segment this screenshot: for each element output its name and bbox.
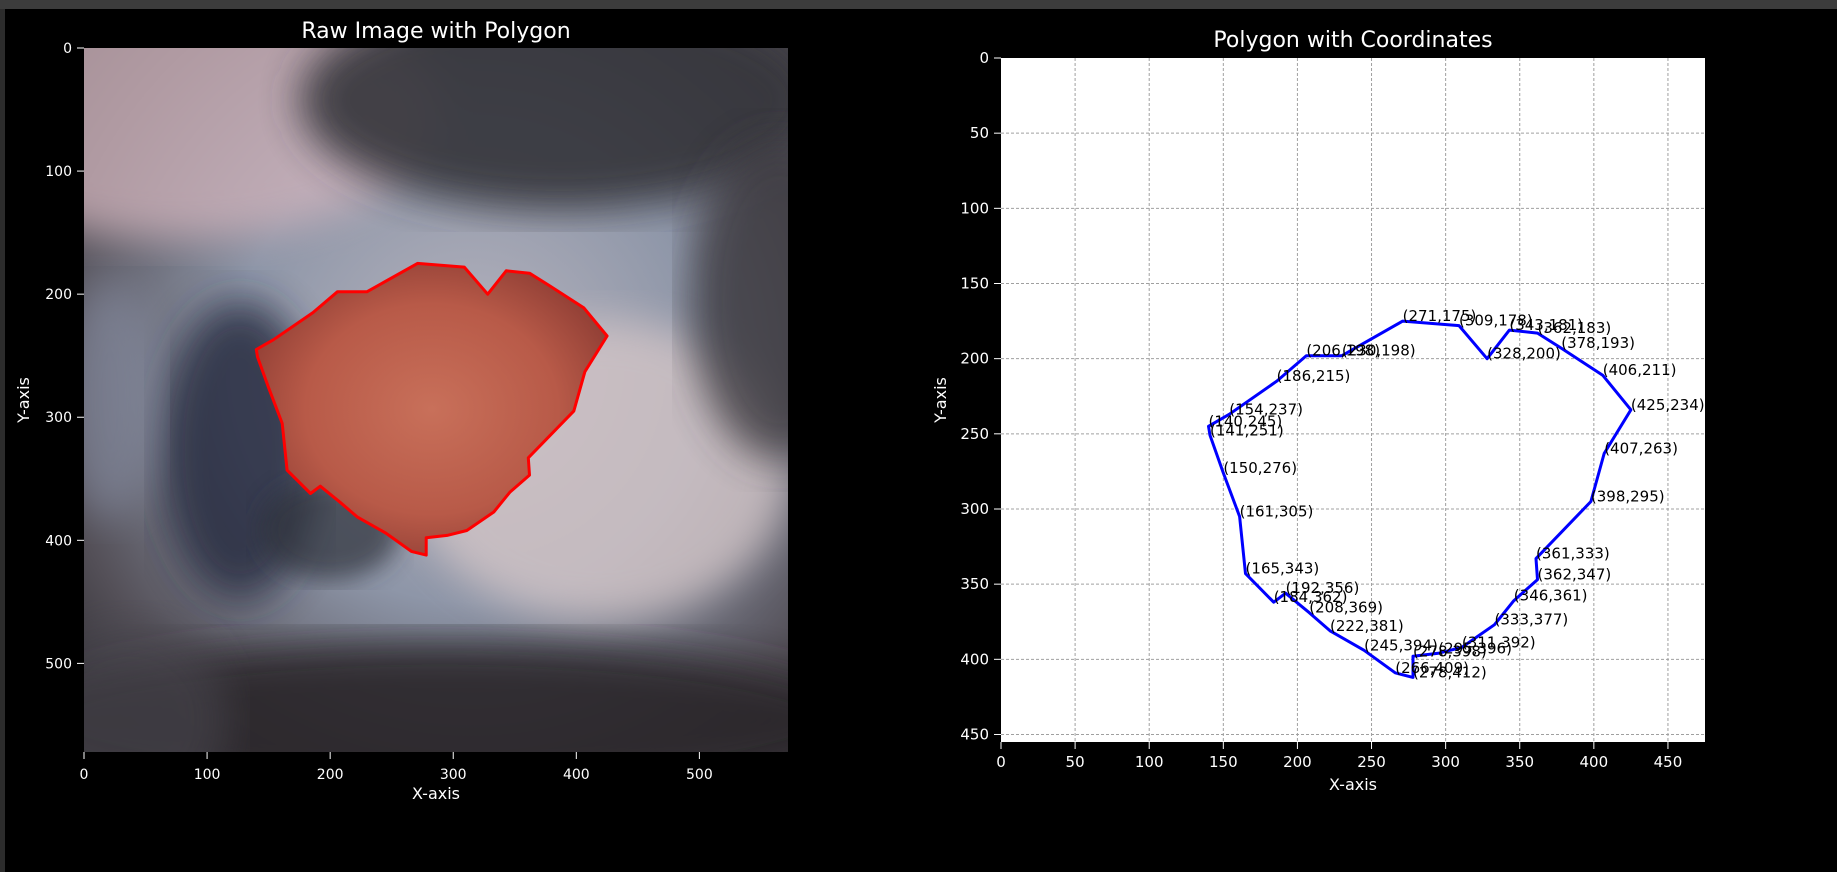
coordinate-label: (184,362) (1274, 588, 1348, 606)
right-ytick-label: 350 (960, 575, 989, 593)
right-xtick-label: 50 (1066, 753, 1085, 771)
right-ytick-label: 450 (960, 725, 989, 743)
left-ytick-label: 0 (63, 41, 72, 57)
left-xtick-label: 500 (686, 767, 713, 783)
window-left-edge (0, 9, 5, 872)
coordinate-label: (161,305) (1240, 503, 1314, 521)
coordinate-label: (192,356) (1286, 579, 1360, 597)
coordinate-label: (333,377) (1495, 611, 1569, 629)
left-xtick-label: 100 (194, 767, 221, 783)
left-xtick-label: 0 (80, 767, 89, 783)
coordinate-label: (245,394) (1364, 636, 1438, 654)
right-ytick-label: 100 (960, 199, 989, 217)
coordinate-label: (208,369) (1309, 599, 1383, 617)
coordinate-label: (425,234) (1631, 396, 1705, 414)
coordinate-label: (278,398) (1413, 642, 1487, 660)
coordinate-label: (266,409) (1395, 659, 1469, 677)
left-ytick-label: 500 (45, 656, 72, 672)
left-xtick-label: 400 (563, 767, 590, 783)
coordinates-polygon (1207, 319, 1633, 679)
right-ytick-label: 250 (960, 425, 989, 443)
right-plot-area (1001, 58, 1705, 742)
right-axes: 0 50 100 150 200 250 300 350 400 450 0 50 100 150 200 2… (960, 49, 1682, 771)
left-ytick-label: 100 (45, 164, 72, 180)
coordinate-label: (362,183) (1538, 319, 1612, 337)
polygon-coordinates-plot: (271,175)(309,178)(328,200)(343,181)(362… (931, 28, 1705, 794)
right-xtick-label: 450 (1654, 753, 1683, 771)
coordinate-label: (346,361) (1514, 587, 1588, 605)
right-xtick-label: 200 (1283, 753, 1312, 771)
left-xlabel: X-axis (412, 784, 460, 803)
left-title: Raw Image with Polygon (301, 19, 570, 44)
coordinate-label: (328,200) (1487, 345, 1561, 363)
raw-wound-photo (84, 48, 788, 752)
right-ytick-label: 50 (970, 124, 989, 142)
left-ytick-label: 400 (45, 533, 72, 549)
right-xtick-label: 300 (1431, 753, 1460, 771)
right-ytick-label: 400 (960, 650, 989, 668)
coordinate-label: (165,343) (1246, 560, 1320, 578)
coordinate-label: (140,245) (1208, 412, 1282, 430)
coordinate-label: (230,198) (1342, 342, 1416, 360)
coordinate-label: (295,396) (1438, 639, 1512, 657)
coordinate-label: (309,178) (1459, 312, 1533, 330)
coordinate-label: (406,211) (1603, 361, 1677, 379)
coordinate-label: (206,198) (1306, 342, 1380, 360)
right-ytick-label: 300 (960, 500, 989, 518)
coordinate-label: (311,392) (1462, 633, 1536, 651)
raw-image-plot: 0 100 200 300 400 500 0 100 200 300 400 500 Raw Ima… (14, 19, 788, 803)
right-xtick-label: 150 (1209, 753, 1238, 771)
coordinate-labels: (271,175)(309,178)(328,200)(343,181)(362… (1208, 307, 1704, 681)
right-title: Polygon with Coordinates (1213, 28, 1492, 53)
coordinate-label: (186,215) (1277, 367, 1351, 385)
right-xtick-label: 250 (1357, 753, 1386, 771)
right-ylabel: Y-axis (931, 377, 950, 424)
window-top-bar (0, 0, 1837, 9)
coordinate-label: (222,381) (1330, 617, 1404, 635)
left-axes: 0 100 200 300 400 500 0 100 200 300 400 500 (45, 41, 712, 783)
left-ytick-label: 200 (45, 287, 72, 303)
right-xtick-label: 100 (1135, 753, 1164, 771)
coordinate-label: (343,181) (1509, 316, 1583, 334)
right-xtick-label: 0 (996, 753, 1006, 771)
right-ytick-label: 200 (960, 350, 989, 368)
left-ytick-label: 300 (45, 410, 72, 426)
coordinate-label: (150,276) (1223, 459, 1297, 477)
right-xlabel: X-axis (1329, 775, 1377, 794)
left-xtick-label: 300 (440, 767, 467, 783)
coordinate-label: (378,193) (1561, 334, 1635, 352)
right-ytick-label: 0 (979, 49, 989, 67)
coordinate-label: (361,333) (1536, 545, 1610, 563)
coordinate-label: (154,237) (1229, 400, 1303, 418)
right-ytick-label: 150 (960, 274, 989, 292)
coordinate-label: (278,412) (1413, 663, 1487, 681)
right-xtick-label: 350 (1505, 753, 1534, 771)
coordinate-label: (141,251) (1210, 421, 1284, 439)
left-ylabel: Y-axis (14, 377, 33, 424)
right-xtick-label: 400 (1580, 753, 1609, 771)
coordinate-label: (362,347) (1538, 566, 1612, 584)
right-grid (1001, 58, 1705, 742)
coordinate-label: (271,175) (1403, 307, 1477, 325)
coordinate-label: (398,295) (1591, 487, 1665, 505)
coordinate-label: (407,263) (1604, 439, 1678, 457)
left-xtick-label: 200 (317, 767, 344, 783)
wound-polygon-outline (254, 261, 609, 557)
